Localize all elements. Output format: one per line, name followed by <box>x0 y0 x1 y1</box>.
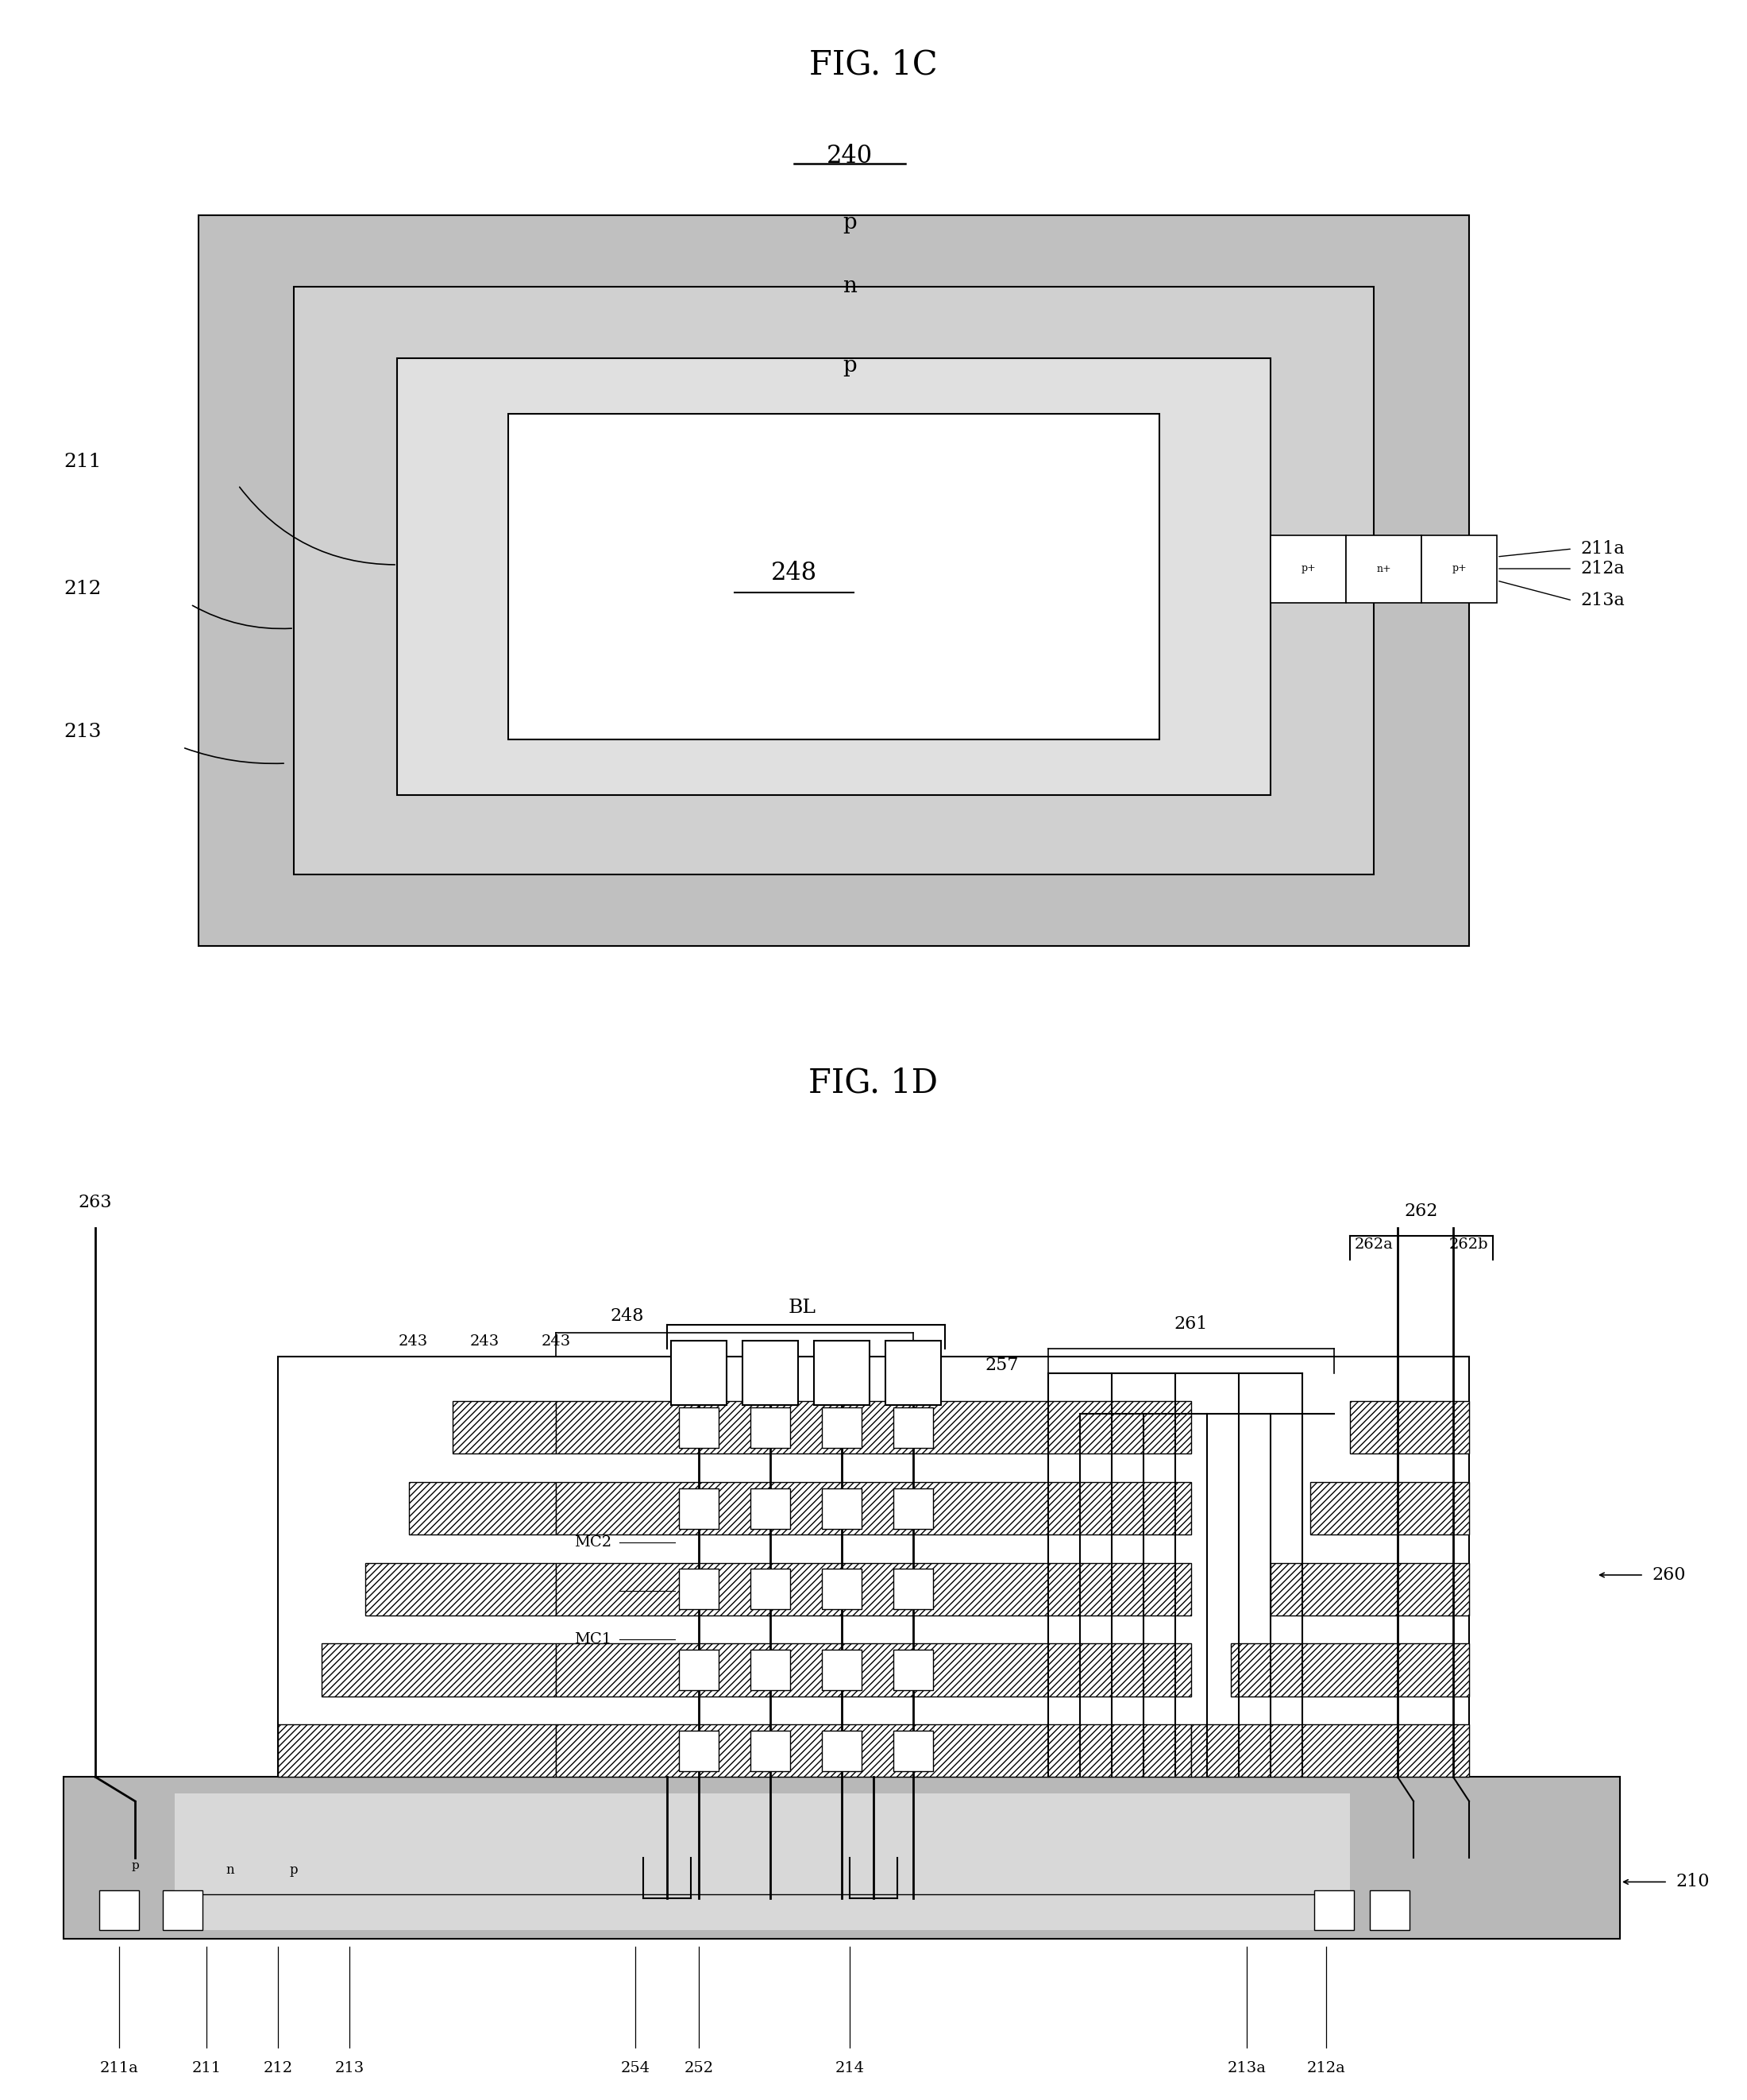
Bar <box>893 1407 933 1447</box>
Bar <box>1422 536 1497 603</box>
Text: 211a: 211a <box>1581 540 1625 559</box>
Bar <box>397 359 1270 796</box>
Text: MC1: MC1 <box>575 1632 611 1646</box>
Text: FIG. 1C: FIG. 1C <box>809 48 938 82</box>
Text: 243: 243 <box>470 1334 500 1348</box>
Bar <box>821 1489 861 1529</box>
Bar <box>893 1651 933 1690</box>
Bar <box>199 214 1469 945</box>
Text: p+: p+ <box>1452 563 1466 573</box>
Text: p: p <box>290 1863 299 1877</box>
Text: 212a: 212a <box>1307 2062 1345 2075</box>
Bar <box>821 1569 861 1609</box>
Text: 211a: 211a <box>100 2062 138 2075</box>
Text: FIG. 1D: FIG. 1D <box>809 1067 938 1100</box>
Text: 263: 263 <box>79 1195 112 1212</box>
Text: n+: n+ <box>1377 563 1391 573</box>
Bar <box>162 1890 203 1930</box>
Bar <box>556 1483 1191 1535</box>
Text: 211: 211 <box>192 2062 222 2075</box>
Bar <box>751 1730 790 1770</box>
Text: p: p <box>842 355 856 376</box>
Text: 240: 240 <box>826 143 874 168</box>
Text: 213: 213 <box>63 722 101 741</box>
Bar <box>556 1401 1191 1453</box>
Bar <box>409 1483 556 1535</box>
Bar <box>893 1489 933 1529</box>
Bar <box>452 1401 556 1453</box>
Text: 212a: 212a <box>1581 561 1625 578</box>
Bar <box>751 1407 790 1447</box>
Bar <box>821 1651 861 1690</box>
Text: 257: 257 <box>985 1357 1019 1373</box>
Text: 262: 262 <box>1405 1201 1438 1220</box>
Text: 248: 248 <box>610 1306 645 1325</box>
Bar <box>680 1569 718 1609</box>
Text: 243: 243 <box>542 1334 571 1348</box>
Bar <box>1270 536 1345 603</box>
Text: 212: 212 <box>63 580 101 598</box>
Bar <box>100 1890 140 1930</box>
Text: 262a: 262a <box>1354 1237 1392 1252</box>
Text: p+: p+ <box>1302 563 1315 573</box>
Text: MC2: MC2 <box>575 1535 611 1550</box>
Bar <box>1270 1562 1469 1615</box>
Bar <box>278 1357 1469 1777</box>
Text: p: p <box>131 1861 138 1871</box>
Bar <box>1191 1724 1469 1777</box>
Text: 212: 212 <box>264 2062 293 2075</box>
Text: 210: 210 <box>1675 1873 1709 1890</box>
Bar <box>1345 536 1422 603</box>
Text: 214: 214 <box>835 2062 865 2075</box>
Text: 262b: 262b <box>1450 1237 1488 1252</box>
Text: 248: 248 <box>770 561 818 586</box>
Bar <box>893 1730 933 1770</box>
Text: 261: 261 <box>1174 1315 1207 1334</box>
Text: n: n <box>225 1863 234 1877</box>
Bar <box>556 1724 1191 1777</box>
Bar <box>556 1562 1191 1615</box>
Bar <box>751 1489 790 1529</box>
Text: 243: 243 <box>398 1334 428 1348</box>
Bar <box>365 1562 556 1615</box>
Bar <box>1232 1644 1469 1697</box>
Text: 252: 252 <box>685 2062 713 2075</box>
Text: 211: 211 <box>63 452 101 470</box>
Bar <box>821 1730 861 1770</box>
Text: n: n <box>842 275 856 298</box>
Bar <box>680 1407 718 1447</box>
Bar <box>556 1644 1191 1697</box>
Text: MO: MO <box>583 1583 611 1598</box>
Bar <box>751 1651 790 1690</box>
Bar <box>742 1340 798 1405</box>
Bar <box>680 1651 718 1690</box>
Bar <box>821 1407 861 1447</box>
Bar <box>321 1644 556 1697</box>
Bar <box>508 414 1160 739</box>
Text: 213a: 213a <box>1228 2062 1267 2075</box>
Text: 254: 254 <box>620 2062 650 2075</box>
Bar <box>1314 1890 1354 1930</box>
Bar <box>751 1569 790 1609</box>
Bar <box>814 1340 870 1405</box>
Text: p: p <box>842 212 856 233</box>
Text: BL: BL <box>788 1298 816 1317</box>
Bar <box>680 1730 718 1770</box>
Bar <box>680 1489 718 1529</box>
Text: 213a: 213a <box>1581 592 1625 609</box>
Bar <box>1350 1401 1469 1453</box>
Bar <box>1310 1483 1469 1535</box>
Bar <box>175 1793 1350 1930</box>
Text: 260: 260 <box>1651 1567 1686 1583</box>
Bar <box>293 288 1373 874</box>
Bar <box>278 1724 556 1777</box>
Bar <box>671 1340 727 1405</box>
Text: 213: 213 <box>335 2062 363 2075</box>
Bar <box>1370 1890 1410 1930</box>
Bar <box>893 1569 933 1609</box>
Bar <box>63 1777 1619 1938</box>
Bar <box>886 1340 942 1405</box>
